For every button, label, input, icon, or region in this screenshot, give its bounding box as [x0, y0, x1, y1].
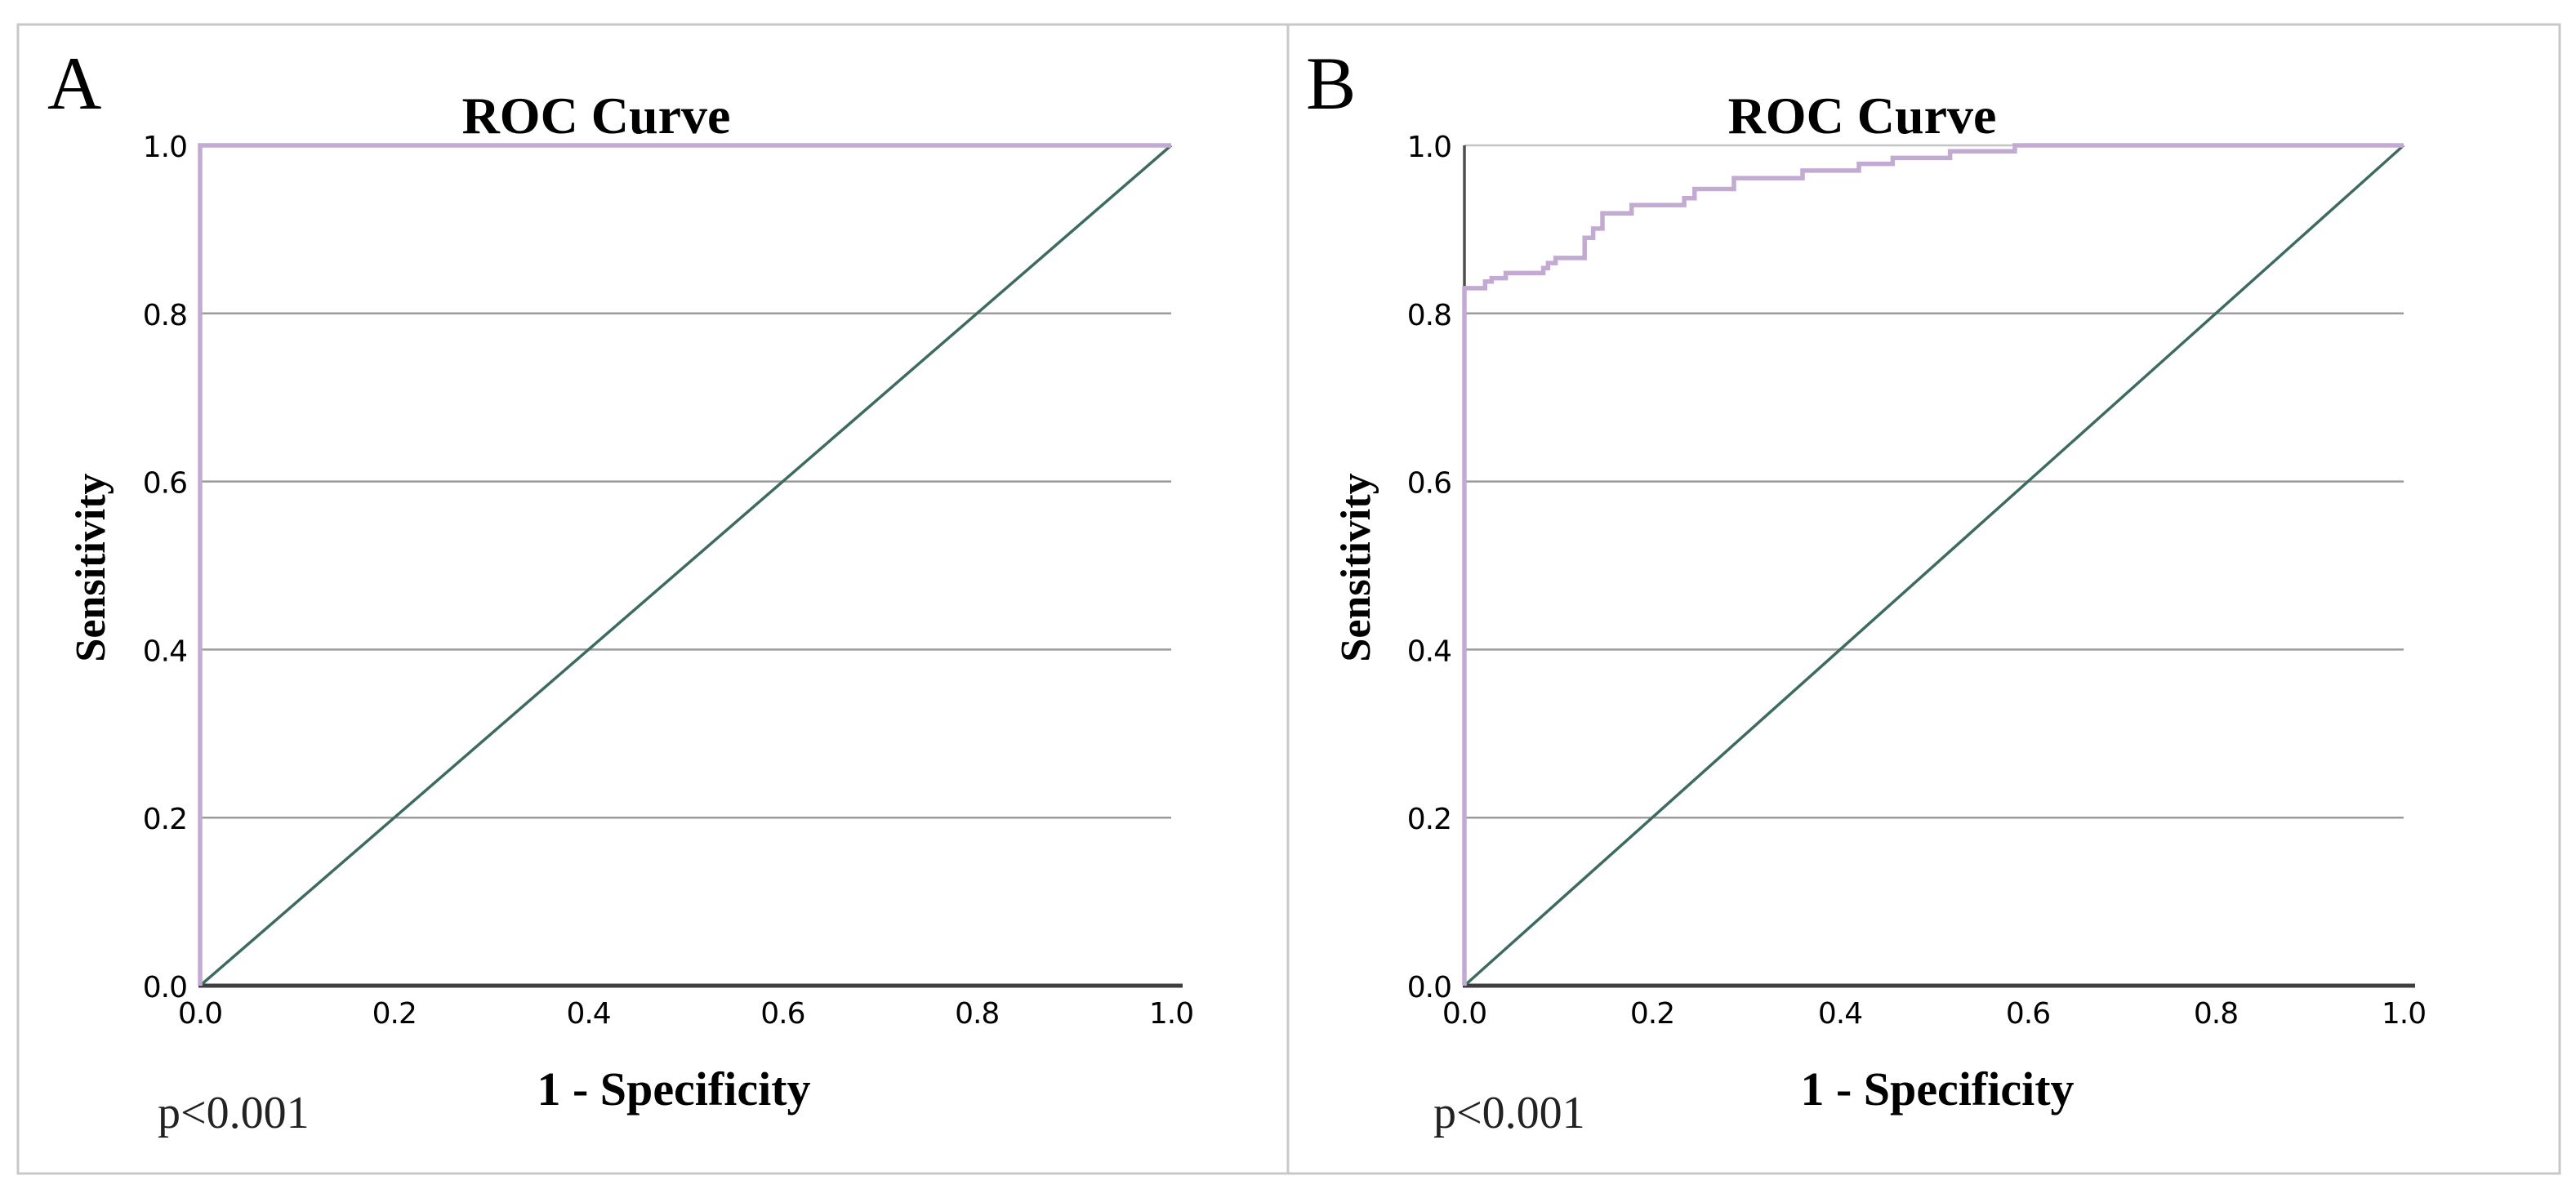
x-tick-label: 0.2 [1630, 997, 1674, 1031]
x-tick-label: 0.6 [760, 997, 804, 1031]
x-tick-label: 0.4 [566, 997, 610, 1031]
x-tick-label: 0.2 [372, 997, 417, 1031]
reference-line [1463, 144, 2405, 987]
x-tick-label: 0.0 [178, 997, 222, 1031]
x-tick-label: 1.0 [2382, 997, 2426, 1031]
x-tick-label: 0.8 [2194, 997, 2238, 1031]
roc-panel-b: B ROC Curve 0.0 0.2 0.4 0.6 0.8 1.0 0.0 0.2 0.4 0.6… [1306, 42, 2427, 1138]
roc-curve-path [198, 143, 1171, 986]
panel-letter-label: A [47, 42, 101, 125]
y-tick-label: 1.0 [143, 131, 187, 164]
y-tick-label: 0.2 [143, 803, 187, 836]
chart-title: ROC Curve [462, 87, 731, 145]
y-tick-label: 0.0 [143, 971, 187, 1004]
y-tick-label: 1.0 [1407, 131, 1451, 164]
y-tick-label: 0.8 [1407, 299, 1451, 332]
y-tick-label: 0.0 [1407, 971, 1451, 1004]
y-tick-label: 0.6 [143, 467, 187, 501]
x-tick-label: 0.0 [1442, 997, 1486, 1031]
y-tick-label: 0.2 [1407, 803, 1451, 836]
p-value-annotation: p<0.001 [158, 1088, 310, 1138]
x-tick-label: 1.0 [1149, 997, 1193, 1031]
y-tick-label: 0.4 [1407, 635, 1451, 668]
panel-letter-label: B [1306, 42, 1356, 125]
specificity-axis-label: 1 - Specificity [537, 1062, 810, 1116]
y-tick-label: 0.8 [143, 299, 187, 332]
p-value-annotation: p<0.001 [1433, 1088, 1585, 1138]
reference-line [198, 144, 1173, 987]
sensitivity-axis-label: Sensitivity [68, 473, 114, 661]
roc-panel-a: A ROC Curve 0.0 0.2 0.4 0.6 0.8 1.0 0.0 0.2 0.4 0.6… [47, 42, 1194, 1138]
x-tick-label: 0.8 [955, 997, 999, 1031]
x-tick-label: 0.6 [2006, 997, 2050, 1031]
chart-title: ROC Curve [1728, 87, 1997, 145]
y-tick-label: 0.4 [143, 635, 187, 668]
roc-curve-path [1462, 143, 2404, 986]
x-tick-label: 0.4 [1818, 997, 1862, 1031]
y-tick-label: 0.6 [1407, 467, 1451, 501]
sensitivity-axis-label: Sensitivity [1333, 473, 1379, 661]
specificity-axis-label: 1 - Specificity [1800, 1062, 2074, 1116]
